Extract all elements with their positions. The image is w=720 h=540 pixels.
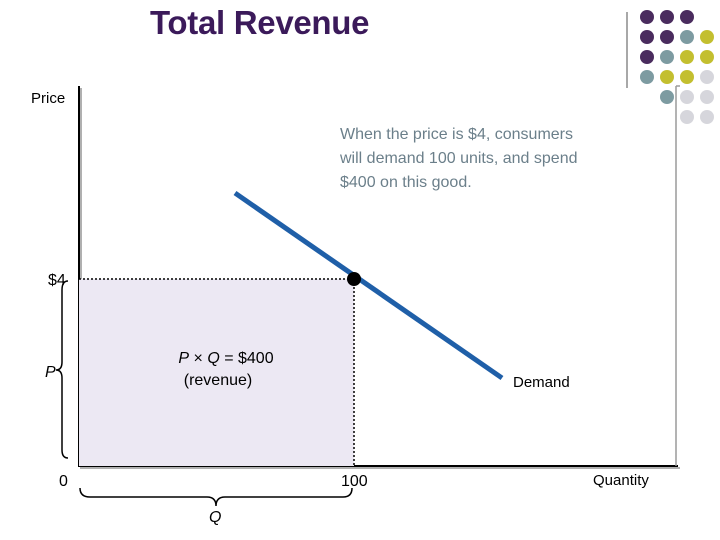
demand-label: Demand: [513, 374, 570, 391]
decorative-dot: [660, 90, 674, 104]
decorative-dot: [700, 30, 714, 44]
decorative-dot: [700, 50, 714, 64]
decorative-dot: [640, 50, 654, 64]
title-divider-line: [626, 12, 628, 88]
decorative-dot: [640, 30, 654, 44]
p-bracket-label: P: [45, 364, 56, 381]
slide-title: Total Revenue: [150, 4, 370, 41]
decorative-dot: [680, 10, 694, 24]
decorative-dot: [700, 70, 714, 84]
q-bracket-label: Q: [209, 509, 221, 526]
annotation-line-1: When the price is $4, consumers: [340, 126, 573, 143]
decorative-dot: [700, 90, 714, 104]
decorative-dot: [700, 110, 714, 124]
quantity-tick-label: 100: [341, 473, 368, 490]
price-tick-label: $4: [48, 272, 66, 289]
decorative-dot: [680, 110, 694, 124]
annotation-line-2: will demand 100 units, and spend: [339, 150, 578, 167]
p-bracket: [55, 280, 69, 459]
origin-label: 0: [59, 473, 68, 490]
x-axis-label: Quantity: [593, 472, 649, 489]
decorative-dot: [640, 10, 654, 24]
decorative-dot: [640, 70, 654, 84]
decorative-dot: [680, 70, 694, 84]
annotation-line-3: $400 on this good.: [340, 174, 472, 191]
price-quantity-point: [347, 272, 361, 286]
y-axis-label: Price: [31, 90, 65, 107]
decorative-dot: [660, 50, 674, 64]
decorative-dot: [660, 30, 674, 44]
revenue-label-times: ×: [189, 350, 207, 367]
decorative-dot: [680, 30, 694, 44]
decorative-dot: [660, 10, 674, 24]
q-bracket: [79, 487, 353, 507]
decorative-dot: [660, 70, 674, 84]
revenue-label-line-2: (revenue): [184, 372, 252, 389]
revenue-area: [79, 279, 354, 466]
revenue-label-line-1: P × Q = $400: [178, 350, 273, 367]
decorative-dot-grid: [640, 10, 720, 124]
demand-curve: [233, 190, 504, 381]
decorative-dot: [680, 50, 694, 64]
decorative-dot: [680, 90, 694, 104]
